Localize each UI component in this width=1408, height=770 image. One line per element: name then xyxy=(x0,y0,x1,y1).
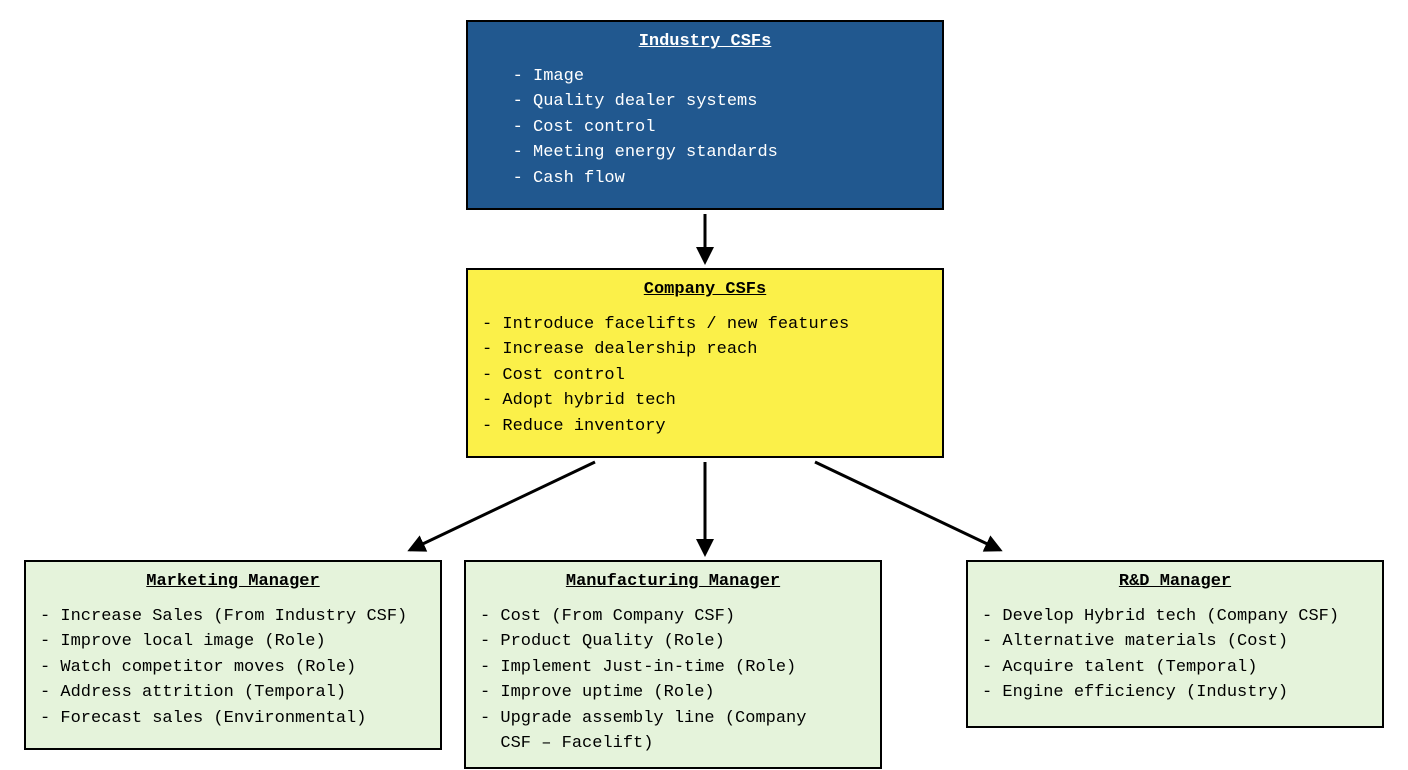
edge-company-to-rnd xyxy=(815,462,1000,550)
node-company-title: Company CSFs xyxy=(482,278,928,302)
csf-diagram: Industry CSFs - Image - Quality dealer s… xyxy=(0,0,1408,770)
node-rnd-title: R&D Manager xyxy=(982,570,1368,594)
node-manufacturing-manager: Manufacturing Manager - Cost (From Compa… xyxy=(464,560,882,769)
node-manufacturing-items: - Cost (From Company CSF) - Product Qual… xyxy=(480,604,866,757)
node-marketing-items: - Increase Sales (From Industry CSF) - I… xyxy=(40,604,426,732)
node-rnd-manager: R&D Manager - Develop Hybrid tech (Compa… xyxy=(966,560,1384,728)
node-marketing-manager: Marketing Manager - Increase Sales (From… xyxy=(24,560,442,750)
node-marketing-title: Marketing Manager xyxy=(40,570,426,594)
node-industry-title: Industry CSFs xyxy=(482,30,928,54)
node-industry-items: - Image - Quality dealer systems - Cost … xyxy=(482,64,928,192)
node-company-items: - Introduce facelifts / new features - I… xyxy=(482,312,928,440)
node-rnd-items: - Develop Hybrid tech (Company CSF) - Al… xyxy=(982,604,1368,706)
node-industry-csfs: Industry CSFs - Image - Quality dealer s… xyxy=(466,20,944,210)
edge-company-to-marketing xyxy=(410,462,595,550)
node-company-csfs: Company CSFs - Introduce facelifts / new… xyxy=(466,268,944,458)
node-manufacturing-title: Manufacturing Manager xyxy=(480,570,866,594)
